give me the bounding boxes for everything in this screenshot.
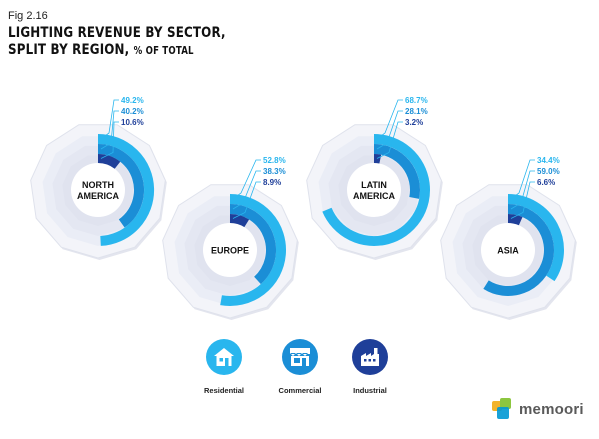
region-group: ASIA 34.4% 59.0% 6.6% <box>440 156 577 320</box>
chart-title: LIGHTING REVENUE BY SECTOR, SPLIT BY REG… <box>8 25 226 60</box>
value-label-industrial: 10.6% <box>121 118 144 127</box>
value-label-commercial: 40.2% <box>121 107 144 116</box>
center-circle <box>71 163 125 217</box>
bar-industrial <box>97 154 121 169</box>
leader-line <box>510 170 535 210</box>
region-label: ASIA <box>497 246 519 256</box>
leader-line <box>376 121 403 159</box>
bar-commercial <box>97 144 144 228</box>
value-label-industrial: 3.2% <box>405 118 423 127</box>
value-label-commercial: 38.3% <box>263 167 286 176</box>
region-label: AMERICA <box>77 191 119 201</box>
center-circle <box>347 163 401 217</box>
leader-line <box>100 99 119 140</box>
value-label-commercial: 28.1% <box>405 107 428 116</box>
legend-label-commercial: Commercial <box>278 386 322 395</box>
bar-commercial <box>483 204 554 296</box>
bar-commercial <box>229 204 276 285</box>
value-label-residential: 68.7% <box>405 96 428 105</box>
title-line-2: SPLIT BY REGION, % OF TOTAL <box>8 42 226 60</box>
leader-line <box>510 159 535 200</box>
bar-commercial <box>373 144 420 199</box>
house-icon <box>206 339 242 375</box>
factory-icon <box>352 339 388 375</box>
figure-label: Fig 2.16 <box>8 10 48 22</box>
leader-line <box>100 121 119 159</box>
legend-label-residential: Residential <box>203 386 244 395</box>
value-label-industrial: 6.6% <box>537 178 555 187</box>
value-label-industrial: 8.9% <box>263 178 281 187</box>
region-label: AMERICA <box>353 191 395 201</box>
bar-residential <box>97 133 155 246</box>
legend-label-industrial: Industrial <box>353 386 387 395</box>
legend-item-commercial: Commercial <box>270 339 330 395</box>
leader-line <box>232 181 261 219</box>
value-label-residential: 49.2% <box>121 96 144 105</box>
bar-industrial <box>229 214 250 228</box>
title-line-2-text: SPLIT BY REGION, <box>8 42 130 58</box>
logo-text: memoori <box>519 400 584 418</box>
legend-item-residential: Residential <box>194 339 254 395</box>
title-line-1: LIGHTING REVENUE BY SECTOR, <box>8 25 226 41</box>
center-circle <box>481 223 535 277</box>
leader-line <box>232 170 261 210</box>
bar-residential <box>220 194 286 306</box>
bar-industrial <box>507 214 523 226</box>
value-label-residential: 34.4% <box>537 156 560 165</box>
value-label-commercial: 59.0% <box>537 167 560 176</box>
leader-line <box>376 110 403 150</box>
legend-item-industrial: Industrial <box>340 339 400 395</box>
region-label: LATIN <box>361 180 387 190</box>
logo-mark-icon <box>492 398 516 420</box>
title-unit: % OF TOTAL <box>133 45 194 57</box>
storefront-icon <box>282 339 318 375</box>
region-label: NORTH <box>82 180 114 190</box>
bar-residential <box>507 194 564 282</box>
leader-line <box>100 110 119 150</box>
bar-residential <box>322 134 430 246</box>
center-circle <box>203 223 257 277</box>
leader-line <box>232 159 261 200</box>
region-group: EUROPE 52.8% 38.3% 8.9% <box>162 156 299 320</box>
leader-line <box>510 181 535 219</box>
value-label-residential: 52.8% <box>263 156 286 165</box>
leader-line <box>376 99 403 140</box>
memoori-logo: memoori <box>492 398 584 420</box>
region-label: EUROPE <box>211 246 249 256</box>
